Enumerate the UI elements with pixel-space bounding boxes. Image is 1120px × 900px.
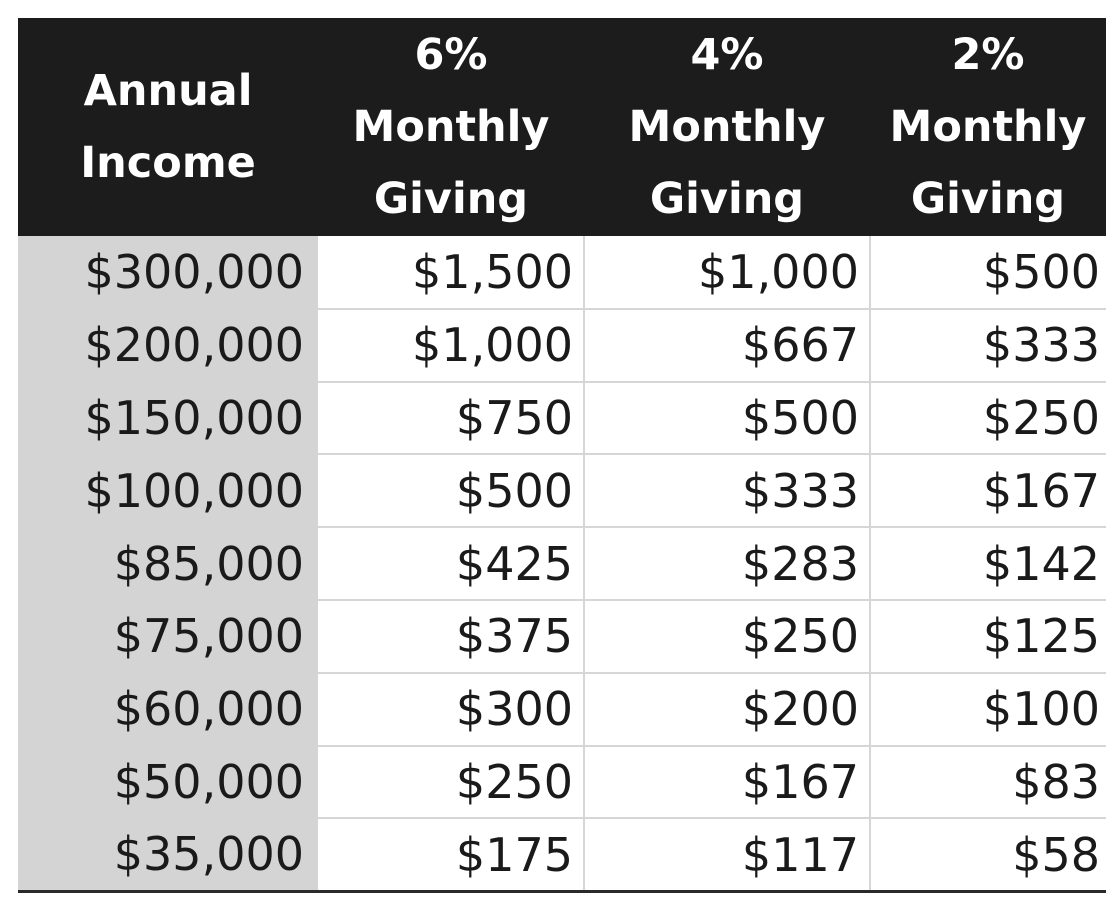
giving-6-percent-cell: $300	[318, 672, 585, 747]
header-line: Giving	[649, 174, 805, 224]
annual-income-cell: $100,000	[18, 454, 318, 528]
header-4-percent-giving: 4% Monthly Giving	[584, 18, 870, 236]
giving-2-percent-cell: $333	[870, 308, 1106, 383]
table-row: $60,000 $300 $200 $100	[18, 672, 1106, 747]
table-row: $85,000 $425 $283 $142	[18, 527, 1106, 601]
table-row: $50,000 $250 $167 $83	[18, 745, 1106, 820]
table-row: $100,000 $500 $333 $167	[18, 454, 1106, 529]
giving-2-percent-cell: $500	[870, 236, 1106, 310]
giving-6-percent-cell: $1,000	[318, 308, 585, 383]
giving-table-container: Annual Income 6% Monthly Giving 4% Month…	[18, 18, 1106, 893]
header-line: Income	[80, 138, 256, 188]
header-line: Monthly	[628, 102, 826, 152]
header-6-percent-giving: 6% Monthly Giving	[318, 18, 584, 236]
annual-income-cell: $35,000	[18, 818, 318, 893]
annual-income-cell: $75,000	[18, 599, 318, 673]
giving-2-percent-cell: $83	[870, 745, 1106, 820]
giving-6-percent-cell: $250	[318, 745, 585, 820]
annual-income-cell: $50,000	[18, 745, 318, 819]
annual-income-cell: $60,000	[18, 672, 318, 746]
giving-6-percent-cell: $1,500	[318, 236, 585, 310]
giving-4-percent-cell: $333	[584, 454, 871, 529]
header-line: 2%	[951, 30, 1025, 80]
header-line: 6%	[414, 30, 488, 80]
giving-4-percent-cell: $200	[584, 672, 871, 747]
header-line: Giving	[373, 174, 529, 224]
giving-2-percent-cell: $100	[870, 672, 1106, 747]
giving-4-percent-cell: $1,000	[584, 236, 871, 310]
giving-2-percent-cell: $142	[870, 527, 1106, 601]
header-2-percent-giving: 2% Monthly Giving	[870, 18, 1106, 236]
giving-4-percent-cell: $117	[584, 818, 871, 893]
giving-6-percent-cell: $750	[318, 381, 585, 456]
header-line: Monthly	[352, 102, 550, 152]
giving-4-percent-cell: $667	[584, 308, 871, 383]
annual-income-cell: $300,000	[18, 236, 318, 309]
giving-4-percent-cell: $500	[584, 381, 871, 456]
annual-income-cell: $85,000	[18, 527, 318, 600]
header-line: Annual	[83, 66, 253, 116]
giving-6-percent-cell: $500	[318, 454, 585, 529]
table-body: $300,000 $1,500 $1,000 $500 $200,000 $1,…	[18, 236, 1106, 893]
header-row: Annual Income 6% Monthly Giving 4% Month…	[18, 18, 1106, 236]
header-line: Monthly	[889, 102, 1087, 152]
giving-4-percent-cell: $167	[584, 745, 871, 820]
table-row: $300,000 $1,500 $1,000 $500	[18, 236, 1106, 310]
giving-6-percent-cell: $425	[318, 527, 585, 601]
header-line: Giving	[910, 174, 1066, 224]
annual-income-cell: $200,000	[18, 308, 318, 382]
giving-6-percent-cell: $175	[318, 818, 585, 893]
monthly-giving-table: Annual Income 6% Monthly Giving 4% Month…	[18, 18, 1106, 893]
table-row: $150,000 $750 $500 $250	[18, 381, 1106, 456]
giving-2-percent-cell: $125	[870, 599, 1106, 674]
giving-2-percent-cell: $250	[870, 381, 1106, 456]
giving-4-percent-cell: $283	[584, 527, 871, 601]
giving-2-percent-cell: $167	[870, 454, 1106, 529]
table-row: $75,000 $375 $250 $125	[18, 599, 1106, 674]
table-row: $35,000 $175 $117 $58	[18, 818, 1106, 893]
giving-2-percent-cell: $58	[870, 818, 1106, 893]
table-header: Annual Income 6% Monthly Giving 4% Month…	[18, 18, 1106, 236]
annual-income-cell: $150,000	[18, 381, 318, 455]
table-row: $200,000 $1,000 $667 $333	[18, 308, 1106, 383]
header-line: 4%	[690, 30, 764, 80]
giving-6-percent-cell: $375	[318, 599, 585, 674]
giving-4-percent-cell: $250	[584, 599, 871, 674]
header-annual-income: Annual Income	[18, 18, 318, 236]
